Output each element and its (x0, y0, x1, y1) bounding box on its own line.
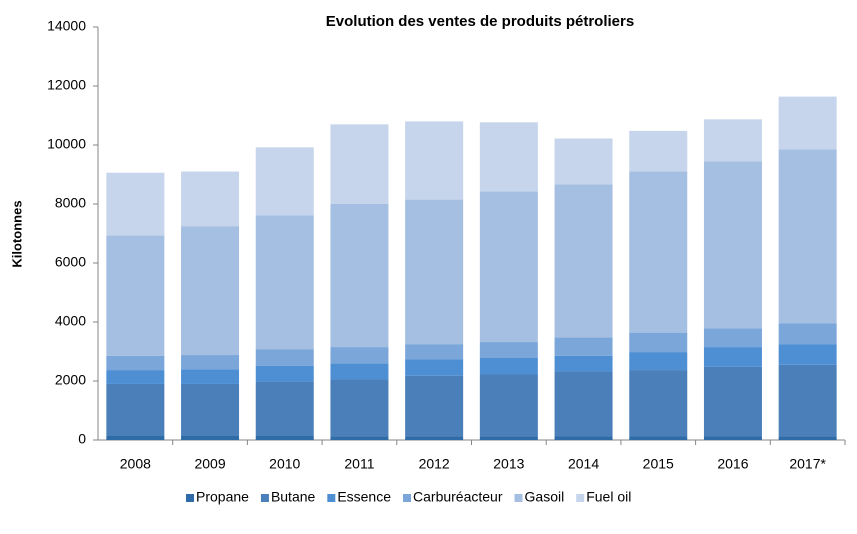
legend-label: Butane (271, 489, 316, 505)
bar-segment (330, 204, 389, 348)
bar-segment (778, 344, 837, 365)
chart-title: Evolution des ventes de produits pétroli… (326, 13, 634, 30)
bar-segment (778, 96, 837, 150)
bar-segment (330, 363, 389, 380)
bar-segment (778, 149, 837, 324)
bar-segment (703, 328, 762, 348)
x-tick-label: 2017* (789, 456, 826, 472)
y-tick-label: 0 (78, 431, 86, 447)
legend-label: Gasoil (525, 489, 565, 505)
y-tick-label: 4000 (55, 313, 86, 329)
bar-segment (703, 366, 762, 437)
legend-swatch (403, 494, 412, 502)
bar-segment (554, 138, 613, 185)
y-tick-label: 14000 (47, 18, 86, 34)
bar-segment (703, 436, 762, 440)
bar-segment (106, 172, 165, 236)
bar-segment (255, 147, 314, 216)
bar-segment (330, 347, 389, 364)
legend-swatch (260, 494, 269, 502)
bar-segment (405, 344, 464, 360)
bar-segment (181, 226, 240, 356)
bar-segment (479, 436, 538, 440)
bar-segment (778, 323, 837, 345)
bar-segment (554, 371, 613, 437)
bar-segment (255, 365, 314, 382)
bar-segment (181, 171, 240, 227)
x-tick-label: 2009 (194, 456, 225, 472)
bar-segment (703, 161, 762, 329)
bar-segment (405, 199, 464, 345)
bar-segment (778, 364, 837, 437)
bar-segment (629, 370, 688, 437)
legend-swatch (576, 494, 585, 502)
bar-segment (106, 435, 165, 440)
bar-segment (181, 355, 240, 370)
bar-segment (554, 436, 613, 440)
bar-segment (106, 383, 165, 436)
x-tick-label: 2013 (493, 456, 524, 472)
bar-segment (479, 191, 538, 343)
bar-segment (479, 357, 538, 375)
x-tick-label: 2016 (717, 456, 748, 472)
bar-segment (629, 332, 688, 353)
bar-segment (405, 121, 464, 200)
bar-segment (330, 436, 389, 440)
legend-label: Propane (196, 489, 249, 505)
x-tick-label: 2014 (568, 456, 599, 472)
x-tick-label: 2008 (120, 456, 151, 472)
bar-segment (703, 347, 762, 367)
bar-segment (405, 375, 464, 437)
bar-segment (181, 369, 240, 384)
bar-segment (255, 349, 314, 366)
x-tick-label: 2010 (269, 456, 300, 472)
legend-label: Fuel oil (586, 489, 631, 505)
bar-segment (181, 435, 240, 440)
bar-segment (479, 122, 538, 192)
bar-segment (778, 436, 837, 440)
bar-segment (479, 374, 538, 437)
bar-segment (405, 436, 464, 440)
bar-segment (106, 235, 165, 356)
bar-segment (554, 337, 613, 356)
bar-segment (703, 119, 762, 162)
bar-segment (255, 435, 314, 440)
y-tick-label: 2000 (55, 372, 86, 388)
legend-swatch (186, 494, 194, 502)
y-axis-label: Kilotonnes (9, 200, 24, 267)
legend-swatch (514, 494, 523, 502)
bar-segment (629, 436, 688, 440)
bar-segment (554, 184, 613, 338)
bar-segment (181, 383, 240, 436)
x-tick-label: 2015 (643, 456, 674, 472)
y-tick-label: 10000 (47, 136, 86, 152)
legend-swatch (327, 494, 336, 502)
bar-segment (106, 355, 165, 371)
x-tick-label: 2012 (419, 456, 450, 472)
x-tick-label: 2011 (344, 456, 374, 472)
bar-segment (479, 342, 538, 358)
y-tick-label: 6000 (55, 254, 86, 270)
bar-segment (255, 215, 314, 350)
bar-segment (629, 352, 688, 371)
y-tick-label: 12000 (47, 77, 86, 93)
bar-segment (629, 130, 688, 172)
bar-segment (330, 379, 389, 437)
bar-segment (330, 124, 389, 204)
bar-segment (554, 355, 613, 372)
y-tick-label: 8000 (55, 195, 86, 211)
legend-label: Carburéacteur (413, 489, 503, 505)
bar-segment (106, 370, 165, 384)
bar-segment (405, 359, 464, 376)
bar-segment (629, 171, 688, 333)
bar-segment (255, 381, 314, 436)
legend-label: Essence (337, 489, 391, 505)
